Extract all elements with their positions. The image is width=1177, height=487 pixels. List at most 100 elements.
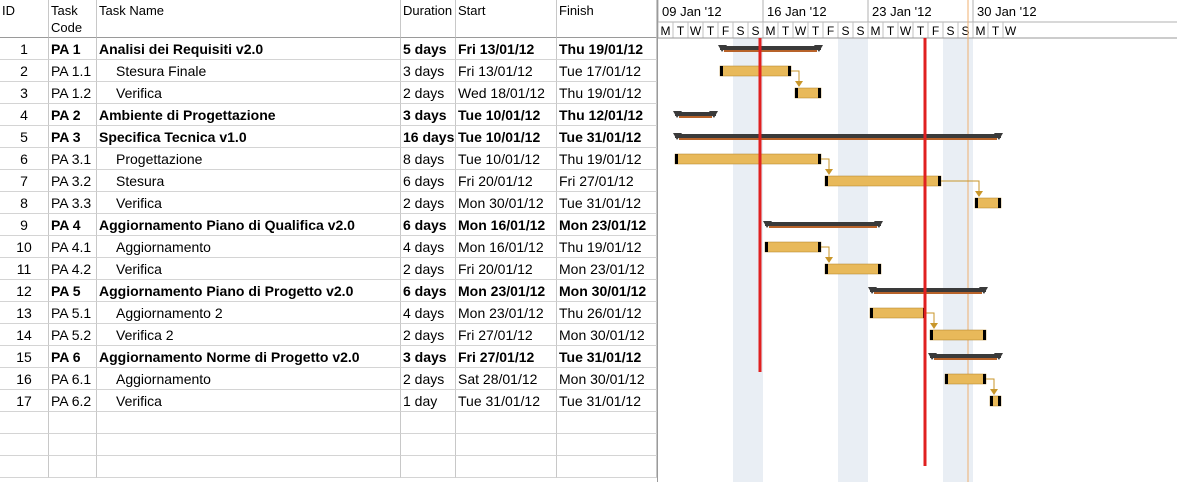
task-bar[interactable] [869, 307, 927, 319]
summary-bar[interactable] [870, 288, 986, 292]
task-start[interactable]: Mon 16/01/12 [456, 214, 557, 236]
task-bar[interactable] [794, 87, 822, 99]
task-bar[interactable] [824, 263, 882, 275]
task-code[interactable]: PA 4.1 [49, 236, 97, 258]
task-code[interactable]: PA 2 [49, 104, 97, 126]
task-duration[interactable]: 2 days [401, 258, 456, 280]
empty-cell[interactable] [456, 456, 557, 478]
task-duration[interactable]: 6 days [401, 214, 456, 236]
task-finish[interactable]: Tue 31/01/12 [557, 126, 657, 148]
task-start[interactable]: Fri 13/01/12 [456, 38, 557, 60]
task-bar[interactable] [764, 241, 822, 253]
task-finish[interactable]: Thu 26/01/12 [557, 302, 657, 324]
task-start[interactable]: Fri 27/01/12 [456, 324, 557, 346]
task-start[interactable]: Fri 20/01/12 [456, 258, 557, 280]
summary-bar[interactable] [930, 354, 1001, 358]
summary-bar[interactable] [765, 222, 881, 226]
task-id[interactable]: 14 [0, 324, 49, 346]
task-name[interactable]: Ambiente di Progettazione [97, 104, 401, 126]
task-duration[interactable]: 2 days [401, 82, 456, 104]
task-bar[interactable] [674, 153, 822, 165]
task-finish[interactable]: Mon 30/01/12 [557, 368, 657, 390]
task-name[interactable]: Aggiornamento Piano di Progetto v2.0 [97, 280, 401, 302]
empty-cell[interactable] [49, 434, 97, 456]
task-finish[interactable]: Tue 31/01/12 [557, 346, 657, 368]
task-start[interactable]: Tue 10/01/12 [456, 126, 557, 148]
task-duration[interactable]: 1 day [401, 390, 456, 412]
task-duration[interactable]: 3 days [401, 104, 456, 126]
task-finish[interactable]: Tue 31/01/12 [557, 390, 657, 412]
task-code[interactable]: PA 6.2 [49, 390, 97, 412]
task-start[interactable]: Mon 23/01/12 [456, 302, 557, 324]
task-code[interactable]: PA 5 [49, 280, 97, 302]
task-code[interactable]: PA 6 [49, 346, 97, 368]
task-code[interactable]: PA 1.1 [49, 60, 97, 82]
task-name[interactable]: Verifica [97, 192, 401, 214]
empty-cell[interactable] [97, 412, 401, 434]
task-name[interactable]: Progettazione [97, 148, 401, 170]
task-name[interactable]: Stesura Finale [97, 60, 401, 82]
task-duration[interactable]: 3 days [401, 346, 456, 368]
summary-bar[interactable] [675, 112, 716, 116]
task-start[interactable]: Mon 23/01/12 [456, 280, 557, 302]
empty-cell[interactable] [456, 412, 557, 434]
task-finish[interactable]: Mon 23/01/12 [557, 214, 657, 236]
task-code[interactable]: PA 3.3 [49, 192, 97, 214]
task-id[interactable]: 1 [0, 38, 49, 60]
task-name[interactable]: Analisi dei Requisiti v2.0 [97, 38, 401, 60]
empty-cell[interactable] [401, 434, 456, 456]
task-finish[interactable]: Tue 31/01/12 [557, 192, 657, 214]
task-finish[interactable]: Mon 23/01/12 [557, 258, 657, 280]
task-finish[interactable]: Thu 19/01/12 [557, 82, 657, 104]
empty-cell[interactable] [401, 456, 456, 478]
task-duration[interactable]: 4 days [401, 236, 456, 258]
task-id[interactable]: 4 [0, 104, 49, 126]
gantt-canvas[interactable]: 09 Jan '12 16 Jan '12 23 Jan '12 30 Jan '12… [657, 0, 1177, 482]
task-code[interactable]: PA 5.2 [49, 324, 97, 346]
task-id[interactable]: 16 [0, 368, 49, 390]
summary-bar[interactable] [720, 46, 821, 50]
empty-cell[interactable] [49, 456, 97, 478]
col-header-code[interactable]: Task Code [49, 0, 97, 38]
task-duration[interactable]: 4 days [401, 302, 456, 324]
empty-cell[interactable] [456, 434, 557, 456]
task-id[interactable]: 15 [0, 346, 49, 368]
summary-bar[interactable] [675, 134, 1001, 138]
task-name[interactable]: Stesura [97, 170, 401, 192]
task-code[interactable]: PA 1.2 [49, 82, 97, 104]
task-start[interactable]: Fri 13/01/12 [456, 60, 557, 82]
task-finish[interactable]: Mon 30/01/12 [557, 324, 657, 346]
task-start[interactable]: Tue 31/01/12 [456, 390, 557, 412]
task-name[interactable]: Aggiornamento 2 [97, 302, 401, 324]
task-bar[interactable] [719, 65, 792, 77]
task-name[interactable]: Verifica [97, 258, 401, 280]
col-header-duration[interactable]: Duration [401, 0, 456, 38]
task-id[interactable]: 7 [0, 170, 49, 192]
task-id[interactable]: 12 [0, 280, 49, 302]
task-duration[interactable]: 2 days [401, 324, 456, 346]
task-finish[interactable]: Thu 19/01/12 [557, 38, 657, 60]
empty-cell[interactable] [97, 456, 401, 478]
task-duration[interactable]: 2 days [401, 368, 456, 390]
task-id[interactable]: 2 [0, 60, 49, 82]
task-id[interactable]: 10 [0, 236, 49, 258]
task-finish[interactable]: Thu 12/01/12 [557, 104, 657, 126]
empty-cell[interactable] [0, 434, 49, 456]
task-duration[interactable]: 6 days [401, 170, 456, 192]
task-name[interactable]: Aggiornamento [97, 368, 401, 390]
task-bar[interactable] [929, 329, 987, 341]
task-finish[interactable]: Mon 30/01/12 [557, 280, 657, 302]
task-start[interactable]: Fri 20/01/12 [456, 170, 557, 192]
task-name[interactable]: Verifica 2 [97, 324, 401, 346]
gantt-chart[interactable]: 09 Jan '12 16 Jan '12 23 Jan '12 30 Jan '12… [657, 0, 1177, 482]
task-id[interactable]: 9 [0, 214, 49, 236]
task-name[interactable]: Specifica Tecnica v1.0 [97, 126, 401, 148]
task-finish[interactable]: Tue 17/01/12 [557, 60, 657, 82]
task-start[interactable]: Mon 16/01/12 [456, 236, 557, 258]
empty-cell[interactable] [557, 412, 657, 434]
task-name[interactable]: Aggiornamento [97, 236, 401, 258]
task-duration[interactable]: 6 days [401, 280, 456, 302]
empty-cell[interactable] [97, 434, 401, 456]
empty-cell[interactable] [557, 434, 657, 456]
task-start[interactable]: Mon 30/01/12 [456, 192, 557, 214]
